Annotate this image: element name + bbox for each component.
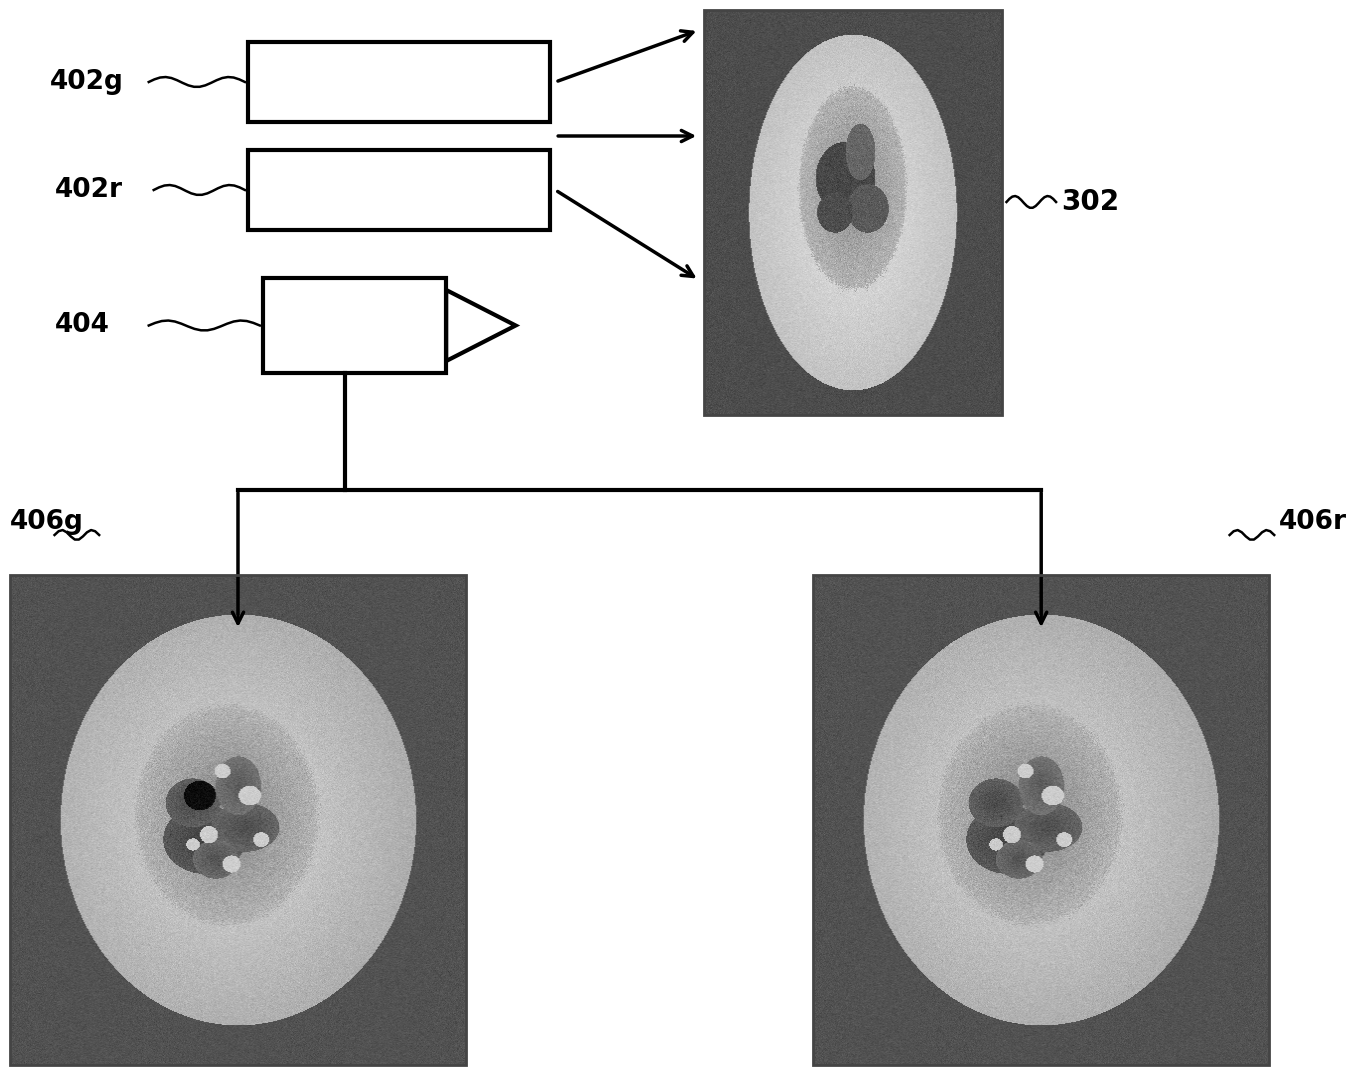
Text: 404: 404 (55, 313, 109, 339)
Text: 406r: 406r (1280, 509, 1347, 535)
Bar (814, 575, 1269, 1065)
Bar (248, 151, 551, 230)
Bar (248, 42, 551, 122)
Text: 402r: 402r (55, 177, 123, 203)
Text: 402g: 402g (49, 69, 124, 95)
Bar (263, 278, 446, 373)
Polygon shape (446, 290, 515, 361)
Text: 406g: 406g (10, 509, 83, 535)
Bar (10, 575, 466, 1065)
Bar (705, 10, 1002, 415)
Text: 302: 302 (1060, 188, 1119, 216)
